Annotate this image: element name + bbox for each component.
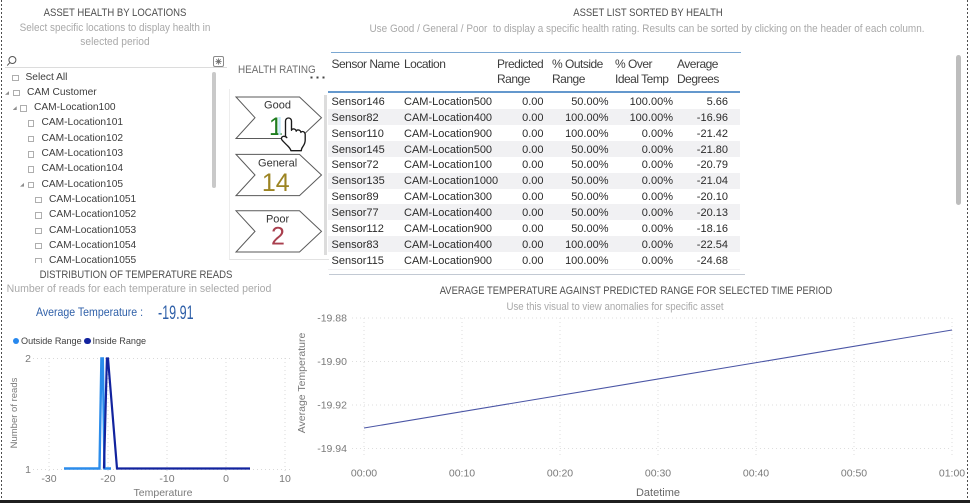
svg-text:Datetime: Datetime xyxy=(636,487,680,499)
svg-text:01:00: 01:00 xyxy=(939,468,965,480)
svg-text:0: 0 xyxy=(223,473,229,485)
svg-text:-19.88: -19.88 xyxy=(317,313,347,325)
svg-text:-19.90: -19.90 xyxy=(317,356,347,368)
svg-text:00:20: 00:20 xyxy=(547,468,573,480)
svg-text:2: 2 xyxy=(271,223,285,251)
svg-text:-19.92: -19.92 xyxy=(317,400,347,412)
svg-text:General: General xyxy=(258,158,297,170)
svg-text:Good: Good xyxy=(264,100,291,112)
svg-text:00:10: 00:10 xyxy=(449,468,475,480)
svg-text:Number of reads: Number of reads xyxy=(9,377,20,448)
svg-text:-10: -10 xyxy=(159,473,174,485)
svg-text:-19.94: -19.94 xyxy=(317,443,347,455)
svg-text:-20: -20 xyxy=(100,473,115,485)
svg-text:2: 2 xyxy=(25,353,31,365)
svg-text:00:30: 00:30 xyxy=(645,468,671,480)
svg-text:-30: -30 xyxy=(41,473,56,485)
svg-text:1: 1 xyxy=(25,464,31,476)
svg-text:Temperature: Temperature xyxy=(134,487,193,499)
svg-text:Average Temperature: Average Temperature xyxy=(296,333,308,434)
svg-text:00:00: 00:00 xyxy=(351,468,377,480)
svg-text:00:50: 00:50 xyxy=(841,468,867,480)
svg-text:Poor: Poor xyxy=(266,214,290,226)
svg-text:10: 10 xyxy=(279,473,291,485)
svg-text:00:40: 00:40 xyxy=(743,468,769,480)
svg-text:14: 14 xyxy=(262,169,290,197)
